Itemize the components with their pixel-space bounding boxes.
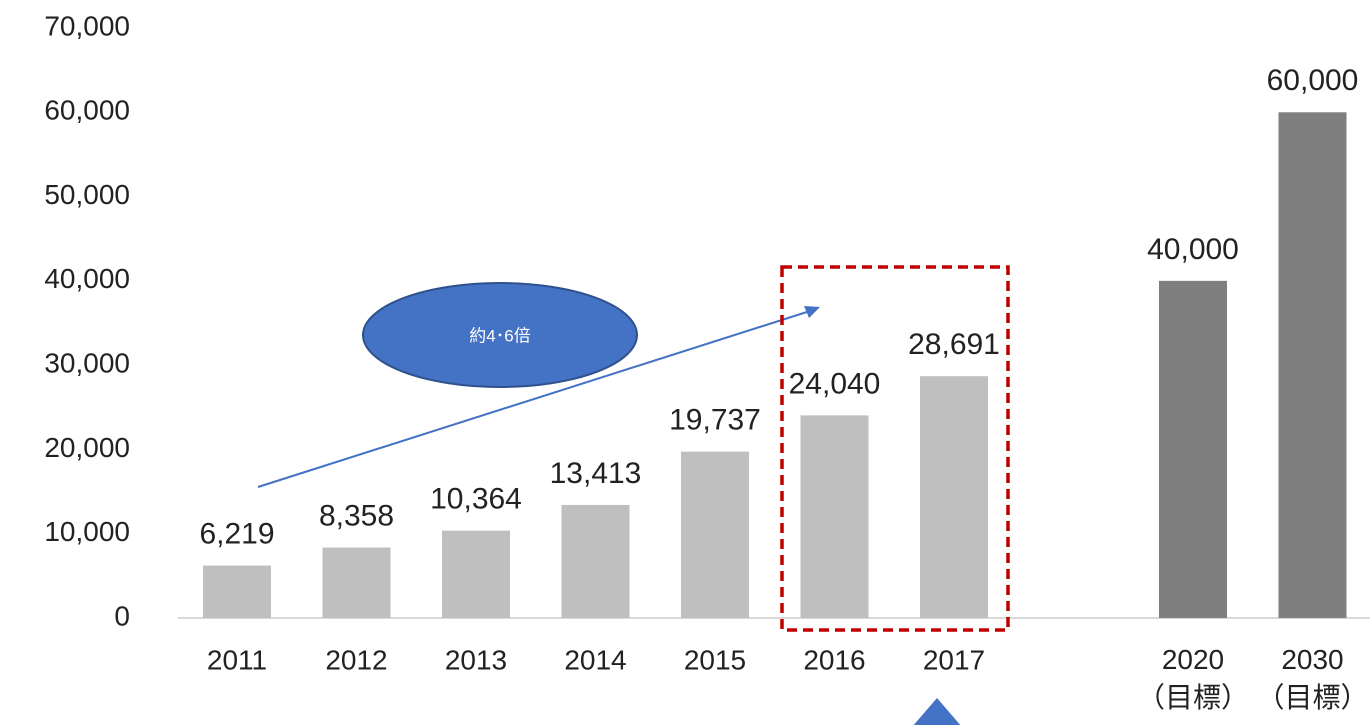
value-label: 13,413 — [550, 457, 642, 490]
callout-text: 約4･6倍 — [469, 326, 530, 345]
bar — [1159, 280, 1227, 618]
x-tick-label: 2012 — [325, 644, 387, 675]
x-tick-label: 2016 — [803, 644, 865, 675]
y-tick-label: 70,000 — [44, 10, 130, 41]
y-tick-label: 10,000 — [44, 516, 130, 547]
y-tick-label: 50,000 — [44, 179, 130, 210]
bar — [800, 415, 869, 618]
pointer-triangle — [913, 698, 961, 725]
value-label: 28,691 — [908, 328, 1000, 361]
value-label: 19,737 — [669, 404, 761, 437]
x-tick-label: 2013 — [445, 644, 507, 675]
value-label: 24,040 — [789, 367, 881, 400]
x-tick-label: 2017 — [923, 644, 985, 675]
bar — [203, 565, 271, 618]
value-label: 6,219 — [199, 518, 274, 551]
value-label: 10,364 — [430, 483, 522, 516]
y-tick-label: 40,000 — [44, 263, 130, 294]
bar — [1278, 112, 1347, 619]
value-label: 60,000 — [1267, 64, 1359, 97]
value-label: 8,358 — [319, 499, 394, 532]
callout-ellipse — [362, 282, 638, 388]
x-tick-label: 2011 — [207, 644, 267, 675]
x-tick-label: 2014 — [564, 644, 626, 675]
bar — [561, 504, 630, 618]
bar — [920, 376, 988, 618]
bar — [442, 530, 510, 618]
x-tick-label: 2030 （目標） — [1256, 644, 1368, 713]
x-tick-label: 2020 （目標） — [1137, 644, 1249, 713]
x-tick-label: 2015 — [684, 644, 746, 675]
highlight-box — [780, 265, 1010, 632]
arrow-head — [804, 306, 820, 318]
arrow — [257, 310, 811, 488]
bar — [681, 451, 749, 618]
y-tick-label: 60,000 — [44, 95, 130, 126]
y-tick-label: 30,000 — [44, 348, 130, 379]
bar — [322, 547, 391, 618]
y-tick-label: 0 — [114, 600, 130, 631]
value-label: 40,000 — [1147, 233, 1239, 266]
y-tick-label: 20,000 — [44, 432, 130, 463]
